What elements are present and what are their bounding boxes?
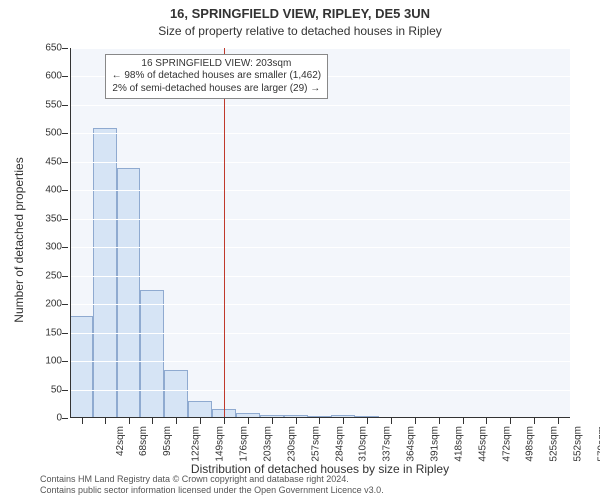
- ytick: [62, 162, 68, 163]
- xtick-label: 122sqm: [191, 426, 202, 462]
- annotation-line3: 2% of semi-detached houses are larger (2…: [112, 83, 322, 96]
- xtick-label: 525sqm: [548, 426, 559, 462]
- xtick: [319, 418, 320, 424]
- ytick: [62, 219, 68, 220]
- ytick: [62, 133, 68, 134]
- gridline: [70, 304, 570, 305]
- ytick: [62, 247, 68, 248]
- footer-attribution: Contains HM Land Registry data © Crown c…: [40, 474, 384, 496]
- xtick-label: 552sqm: [572, 426, 583, 462]
- xtick-label: 203sqm: [263, 426, 274, 462]
- ytick: [62, 304, 68, 305]
- footer-line2: Contains public sector information licen…: [40, 485, 384, 496]
- xtick-label: 257sqm: [311, 426, 322, 462]
- xtick: [248, 418, 249, 424]
- gridline: [70, 162, 570, 163]
- y-axis-label: Number of detached properties: [12, 55, 26, 425]
- ytick: [62, 105, 68, 106]
- histogram-bar: [140, 290, 164, 418]
- xtick: [367, 418, 368, 424]
- xtick-label: 149sqm: [215, 426, 226, 462]
- xtick: [558, 418, 559, 424]
- xtick: [152, 418, 153, 424]
- xtick: [391, 418, 392, 424]
- histogram-bar: [93, 128, 117, 418]
- xtick-label: 445sqm: [477, 426, 488, 462]
- xtick-label: 391sqm: [430, 426, 441, 462]
- plot-area: 050100150200250300350400450500550600650 …: [70, 48, 570, 418]
- xtick-label: 472sqm: [501, 426, 512, 462]
- chart-title-main: 16, SPRINGFIELD VIEW, RIPLEY, DE5 3UN: [0, 6, 600, 21]
- histogram-bar: [117, 168, 141, 418]
- xtick-label: 176sqm: [239, 426, 250, 462]
- gridline: [70, 133, 570, 134]
- annotation-line2: ← 98% of detached houses are smaller (1,…: [112, 70, 322, 83]
- gridline: [70, 333, 570, 334]
- xtick: [510, 418, 511, 424]
- bars-layer: [70, 48, 570, 418]
- ytick: [62, 418, 68, 419]
- gridline: [70, 390, 570, 391]
- xtick-label: 498sqm: [524, 426, 535, 462]
- ytick: [62, 48, 68, 49]
- reference-line: [224, 48, 225, 418]
- gridline: [70, 48, 570, 49]
- histogram-bar: [70, 316, 94, 418]
- gridline: [70, 190, 570, 191]
- xtick: [200, 418, 201, 424]
- xtick: [439, 418, 440, 424]
- xtick-label: 579sqm: [596, 426, 600, 462]
- ytick: [62, 361, 68, 362]
- annotation-line1: 16 SPRINGFIELD VIEW: 203sqm: [112, 58, 322, 71]
- xtick-label: 310sqm: [358, 426, 369, 462]
- xtick: [486, 418, 487, 424]
- xtick-label: 418sqm: [453, 426, 464, 462]
- ytick: [62, 333, 68, 334]
- axis-left: [70, 48, 71, 418]
- xtick-label: 284sqm: [335, 426, 346, 462]
- xtick: [105, 418, 106, 424]
- gridline: [70, 247, 570, 248]
- xtick: [272, 418, 273, 424]
- xtick: [343, 418, 344, 424]
- histogram-bar: [164, 370, 188, 418]
- axis-bottom: [70, 417, 570, 418]
- xtick-label: 337sqm: [382, 426, 393, 462]
- xtick: [463, 418, 464, 424]
- xtick: [129, 418, 130, 424]
- xtick-label: 68sqm: [138, 426, 149, 456]
- ytick: [62, 76, 68, 77]
- xtick: [176, 418, 177, 424]
- xtick: [296, 418, 297, 424]
- histogram-bar: [188, 401, 212, 418]
- xtick-label: 364sqm: [406, 426, 417, 462]
- xtick: [534, 418, 535, 424]
- ytick: [62, 390, 68, 391]
- ytick: [62, 190, 68, 191]
- xtick-label: 95sqm: [162, 426, 173, 456]
- xtick-label: 42sqm: [115, 426, 126, 456]
- chart-title-sub: Size of property relative to detached ho…: [0, 24, 600, 38]
- xtick-label: 230sqm: [287, 426, 298, 462]
- ytick: [62, 276, 68, 277]
- annotation-box: 16 SPRINGFIELD VIEW: 203sqm ← 98% of det…: [105, 54, 329, 100]
- xtick: [224, 418, 225, 424]
- gridline: [70, 361, 570, 362]
- y-axis-label-wrap: Number of detached properties: [14, 48, 26, 418]
- gridline: [70, 219, 570, 220]
- gridline: [70, 105, 570, 106]
- xtick: [415, 418, 416, 424]
- gridline: [70, 276, 570, 277]
- xtick: [82, 418, 83, 424]
- footer-line1: Contains HM Land Registry data © Crown c…: [40, 474, 384, 485]
